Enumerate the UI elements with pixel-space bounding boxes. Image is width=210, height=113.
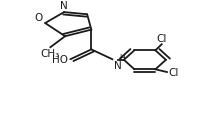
Text: Cl: Cl	[156, 34, 167, 44]
Text: Cl: Cl	[168, 67, 178, 77]
Text: H: H	[119, 53, 125, 62]
Text: HO: HO	[52, 55, 68, 65]
Text: N: N	[60, 1, 68, 11]
Text: O: O	[34, 13, 43, 23]
Text: CH₃: CH₃	[41, 49, 60, 59]
Text: N: N	[114, 60, 122, 70]
